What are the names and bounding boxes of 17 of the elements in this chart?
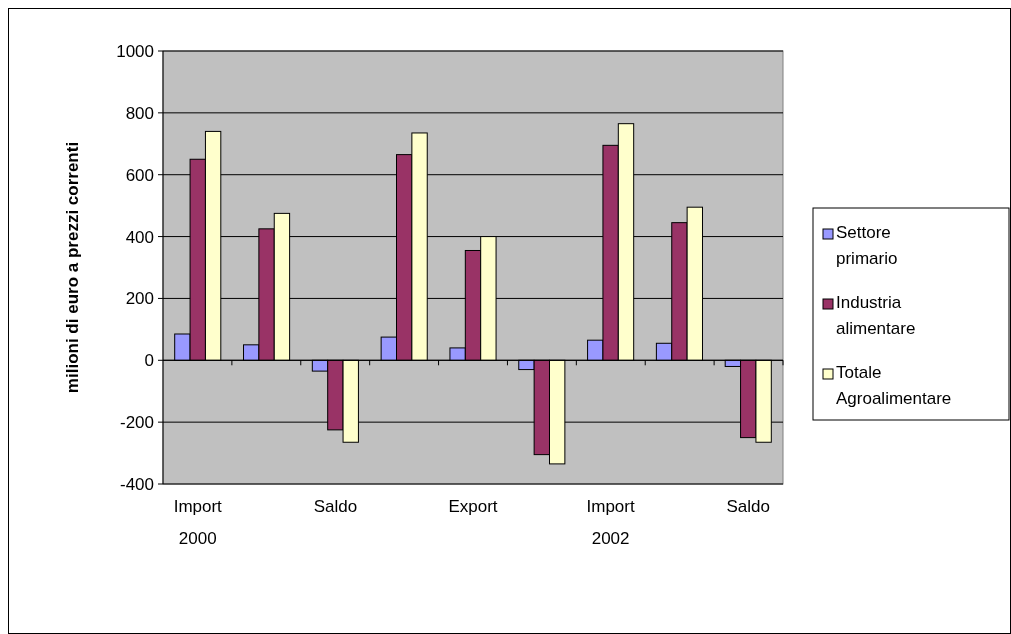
y-tick-label: -200 [119,413,154,433]
y-axis-title: milioni di euro a prezzi correnti [63,141,82,394]
x-tick-label: Import 2000 [173,497,223,548]
x-tick-label: Export [448,497,498,516]
y-tick-label: 400 [125,227,154,247]
y-tick-label: 0 [144,351,154,371]
y-tick-label: -400 [119,474,154,494]
y-tick-label: 600 [125,165,154,185]
legend-label: Totale Agroalimentare [836,363,952,408]
x-tick-label: Saldo [313,497,358,516]
y-tick-label: 200 [125,289,154,309]
x-tick-label: Import 2002 [586,497,635,548]
legend-label: Settore primario [836,223,898,268]
legend-label: Industria alimentare [836,293,916,338]
x-tick-label: Saldo [726,497,770,516]
y-tick-label: 1000 [116,41,154,61]
y-tick-label: 800 [125,103,154,123]
